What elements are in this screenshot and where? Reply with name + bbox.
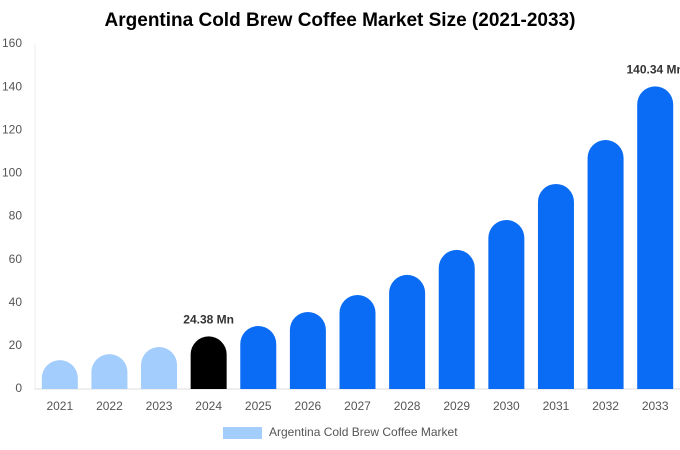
x-tick-label: 2026 (295, 399, 322, 413)
x-tick-label: 2028 (394, 399, 421, 413)
bar (488, 219, 525, 389)
x-tick-label: 2032 (592, 399, 619, 413)
bar (438, 249, 475, 389)
bar (141, 346, 178, 389)
y-tick-label: 140 (2, 79, 22, 93)
bar (190, 336, 227, 389)
chart-title: Argentina Cold Brew Coffee Market Size (… (105, 10, 576, 31)
y-tick-label: 80 (9, 209, 23, 223)
x-tick-label: 2033 (642, 399, 669, 413)
y-tick-label: 60 (9, 252, 23, 266)
bar (587, 139, 624, 389)
bar (537, 183, 574, 389)
x-tick-label: 2030 (493, 399, 520, 413)
x-tick-label: 2031 (543, 399, 570, 413)
legend-label: Argentina Cold Brew Coffee Market (269, 425, 458, 439)
x-tick-label: 2023 (146, 399, 173, 413)
bar (240, 326, 277, 389)
x-tick-label: 2027 (344, 399, 371, 413)
y-tick-label: 20 (9, 338, 23, 352)
x-tick-label: 2021 (46, 399, 73, 413)
bar (289, 312, 326, 389)
x-tick-label: 2022 (96, 399, 123, 413)
y-tick-label: 160 (2, 36, 22, 50)
bar (637, 86, 674, 389)
legend-swatch (223, 427, 262, 439)
y-tick-label: 40 (9, 295, 23, 309)
value-label: 140.34 Mn (627, 63, 680, 77)
x-tick-label: 2024 (195, 399, 222, 413)
x-tick-label: 2025 (245, 399, 272, 413)
x-tick-label: 2029 (443, 399, 470, 413)
value-label: 24.38 Mn (183, 313, 234, 327)
bar (41, 360, 78, 389)
y-tick-label: 100 (2, 166, 22, 180)
y-tick-label: 0 (15, 381, 22, 395)
bar (389, 274, 426, 389)
y-tick-label: 120 (2, 122, 22, 136)
bar (339, 294, 376, 389)
bar (91, 354, 128, 389)
